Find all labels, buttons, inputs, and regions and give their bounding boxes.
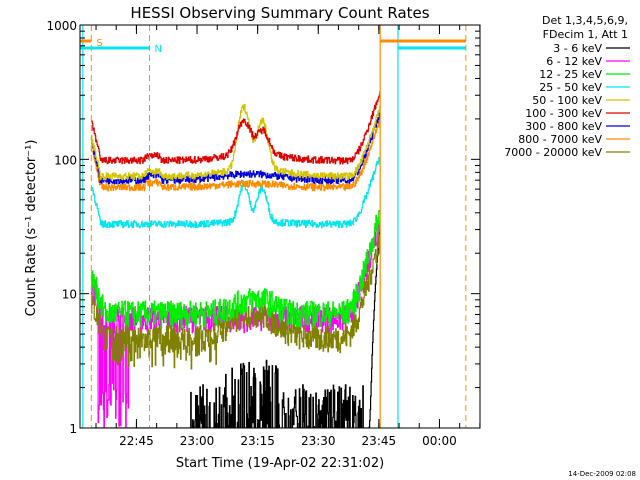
y-tick-label-100: 100: [54, 153, 77, 167]
x-tick-label-2300: 23:00: [180, 434, 215, 448]
series-line-7000-20000-kev: [91, 234, 381, 370]
legend-label-3: 12 - 25 keV: [539, 68, 602, 81]
y-tick-label-1000: 1000: [46, 19, 77, 33]
y-tick-label-1: 1: [69, 422, 77, 436]
x-tick-label-2345: 23:45: [362, 434, 397, 448]
legend-label-8: 800 - 7000 keV: [518, 133, 602, 146]
footer-timestamp: 14-Dec-2009 02:08: [568, 470, 636, 478]
series-line-300-800-kev: [91, 109, 381, 185]
x-tick-label-2315: 23:15: [240, 434, 275, 448]
x-tick-label-2330: 23:30: [301, 434, 336, 448]
chart-title: HESSI Observing Summary Count Rates: [130, 4, 429, 22]
series-line-100-300-kev: [91, 91, 381, 165]
legend-label-5: 50 - 100 keV: [532, 94, 602, 107]
plot-frame: [79, 24, 481, 429]
legend-label-6: 100 - 300 keV: [525, 107, 602, 120]
y-axis-label: Count Rate (s⁻¹ detector⁻¹): [24, 140, 39, 317]
y-tick-label-10: 10: [62, 288, 77, 302]
series-line-12-25-kev: [91, 210, 381, 329]
legend-label-9: 7000 - 20000 keV: [504, 146, 602, 159]
series-line-3-6-kev: [91, 227, 381, 428]
legend-label-7: 300 - 800 keV: [525, 120, 602, 133]
series-line-25-50-kev: [91, 156, 381, 229]
x-tick-label-0000: 00:00: [422, 434, 457, 448]
legend-label-1: 3 - 6 keV: [553, 42, 602, 55]
marker-label-n: N: [154, 44, 161, 55]
series-line-800-7000-kev: [91, 117, 381, 192]
legend-header-1: Det 1,3,4,5,6,9,: [542, 14, 628, 27]
legend-label-2: 6 - 12 keV: [546, 55, 602, 68]
legend-header-2: FDecim 1, Att 1: [543, 28, 628, 41]
marker-label-s: S: [96, 38, 102, 49]
legend: Det 1,3,4,5,6,9, FDecim 1, Att 1 3 - 6 k…: [504, 14, 630, 159]
x-axis-label: Start Time (19-Apr-02 22:31:02): [176, 456, 384, 471]
x-tick-label-2245: 22:45: [119, 434, 154, 448]
axes: S N 1 10 100 1000 22:45 23:00 23:15 23:30 23:45 00:…: [46, 19, 481, 448]
series-line-50-100-kev: [91, 104, 381, 181]
plot-area: [91, 91, 381, 428]
legend-label-4: 25 - 50 keV: [539, 81, 602, 94]
